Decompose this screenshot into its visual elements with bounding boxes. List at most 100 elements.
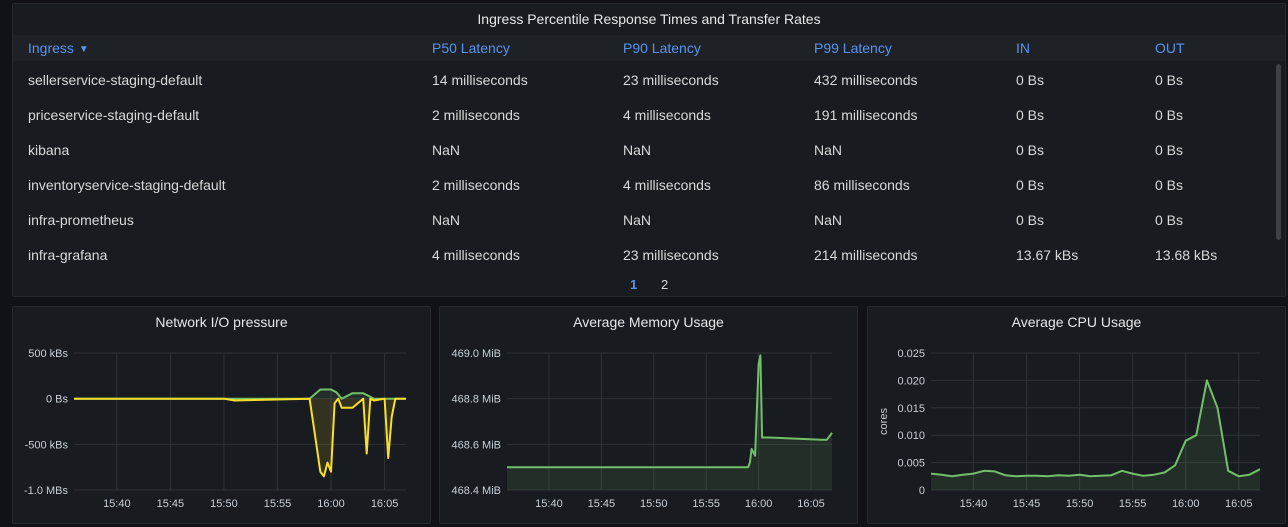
y-tick-label: 468.8 MiB xyxy=(451,394,501,406)
y-axis-label: cores xyxy=(878,408,890,435)
x-tick-label: 16:00 xyxy=(317,498,345,510)
column-header-p99[interactable]: P99 Latency xyxy=(814,40,892,56)
column-header-ingress[interactable]: Ingress ▼ xyxy=(28,40,89,56)
in-cell: 0 Bs xyxy=(1016,72,1045,88)
table-scrollbar[interactable] xyxy=(1276,64,1281,240)
in-cell: 0 Bs xyxy=(1016,107,1045,123)
x-tick-label: 15:40 xyxy=(960,498,988,510)
series-line-0[interactable] xyxy=(930,379,1261,478)
p99-cell: NaN xyxy=(814,212,843,228)
out-cell: 0 Bs xyxy=(1155,177,1184,193)
column-header-in[interactable]: IN xyxy=(1016,40,1030,56)
y-tick-label: 468.6 MiB xyxy=(451,439,501,451)
in-cell: 0 Bs xyxy=(1016,212,1045,228)
column-header-out[interactable]: OUT xyxy=(1155,40,1185,56)
column-header-p90[interactable]: P90 Latency xyxy=(623,40,701,56)
p90-cell: 23 milliseconds xyxy=(623,247,719,263)
y-tick-label: 0.020 xyxy=(897,375,925,387)
y-tick-label: 469.0 MiB xyxy=(451,348,501,360)
out-cell: 0 Bs xyxy=(1155,107,1184,123)
y-tick-label: 0 xyxy=(919,485,925,497)
table-row[interactable]: sellerservice-staging-default 14 millisec… xyxy=(13,63,1271,98)
x-tick-label: 15:40 xyxy=(103,498,131,510)
cpu-usage-chart: 0.025 0.020 0.015 0.010 0.005 0 15:40 15:45 15:5… xyxy=(878,348,1261,510)
memory-usage-panel: Average Memory Usage 469.0 MiB 468.8 MiB 4… xyxy=(439,306,858,524)
sort-caret-icon: ▼ xyxy=(78,44,89,55)
x-tick-label: 15:50 xyxy=(1066,498,1094,510)
out-cell: 0 Bs xyxy=(1155,72,1184,88)
panel-title[interactable]: Ingress Percentile Response Times and Tr… xyxy=(477,11,821,27)
x-tick-label: 16:05 xyxy=(1225,498,1253,510)
y-tick-label: 0.025 xyxy=(897,348,925,360)
x-tick-label: 15:40 xyxy=(535,498,563,510)
x-tick-label: 15:45 xyxy=(1013,498,1041,510)
network-io-chart: 500 kBs 0 Bs -500 kBs -1.0 MBs 15:40 15:45 15:… xyxy=(24,348,406,510)
p90-cell: NaN xyxy=(623,142,652,158)
series-line-0[interactable] xyxy=(74,388,406,400)
y-tick-label: 0.015 xyxy=(897,403,925,415)
page-1-button[interactable]: 1 xyxy=(630,277,638,292)
table-row[interactable]: inventoryservice-staging-default 2 millis… xyxy=(13,168,1271,203)
ingress-cell: inventoryservice-staging-default xyxy=(28,177,226,193)
ingress-cell: infra-grafana xyxy=(28,247,108,263)
table-row[interactable]: infra-grafana 4 milliseconds 23 millisecon… xyxy=(13,238,1271,273)
x-tick-label: 15:55 xyxy=(1119,498,1147,510)
series-line-1[interactable] xyxy=(74,397,406,478)
table-row[interactable]: kibana NaN NaN NaN 0 Bs 0 Bs xyxy=(13,133,1271,168)
x-tick-label: 16:00 xyxy=(1172,498,1200,510)
network-io-panel: Network I/O pressure 500 kBs 0 Bs -500 kBs… xyxy=(12,306,431,524)
series-line-0[interactable] xyxy=(507,354,833,469)
p90-cell: 23 milliseconds xyxy=(623,72,719,88)
p90-cell: NaN xyxy=(623,212,652,228)
y-tick-label: 0.005 xyxy=(897,458,925,470)
p99-cell: NaN xyxy=(814,142,843,158)
p50-cell: NaN xyxy=(432,212,461,228)
y-tick-label: 468.4 MiB xyxy=(451,485,501,497)
ingress-cell: sellerservice-staging-default xyxy=(28,72,203,88)
ingress-table-panel: Ingress Percentile Response Times and Tr… xyxy=(12,3,1286,297)
y-tick-label: 0.010 xyxy=(897,430,925,442)
p99-cell: 86 milliseconds xyxy=(814,177,910,193)
out-cell: 13.68 kBs xyxy=(1155,247,1218,263)
p50-cell: 2 milliseconds xyxy=(432,107,520,123)
ingress-cell: infra-prometheus xyxy=(28,212,134,228)
table-row[interactable]: infra-prometheus NaN NaN NaN 0 Bs 0 Bs xyxy=(13,203,1271,238)
column-header-p50[interactable]: P50 Latency xyxy=(432,40,510,56)
panel-title[interactable]: Network I/O pressure xyxy=(155,314,288,330)
p50-cell: 4 milliseconds xyxy=(432,247,520,263)
y-tick-label: 0 Bs xyxy=(46,394,69,406)
y-tick-label: -1.0 MBs xyxy=(24,485,69,497)
x-tick-label: 15:50 xyxy=(640,498,668,510)
p50-cell: NaN xyxy=(432,142,461,158)
p99-cell: 214 milliseconds xyxy=(814,247,918,263)
x-tick-label: 15:50 xyxy=(210,498,238,510)
series-area-0 xyxy=(507,355,832,490)
table-header: Ingress ▼ P50 Latency P90 Latency P99 Lat… xyxy=(13,35,1285,61)
x-tick-label: 15:45 xyxy=(588,498,616,510)
page-2-button[interactable]: 2 xyxy=(661,277,669,292)
out-cell: 0 Bs xyxy=(1155,142,1184,158)
in-cell: 13.67 kBs xyxy=(1016,247,1079,263)
x-tick-label: 16:00 xyxy=(745,498,773,510)
p50-cell: 14 milliseconds xyxy=(432,72,528,88)
x-tick-label: 15:55 xyxy=(692,498,720,510)
series-area-0 xyxy=(931,380,1260,490)
series-area-1 xyxy=(74,398,406,477)
p90-cell: 4 milliseconds xyxy=(623,177,711,193)
ingress-cell: priceservice-staging-default xyxy=(28,107,200,123)
memory-usage-chart: 469.0 MiB 468.8 MiB 468.6 MiB 468.4 MiB 15:4… xyxy=(451,348,833,510)
table-row[interactable]: priceservice-staging-default 2 millisecon… xyxy=(13,98,1271,133)
panel-title[interactable]: Average Memory Usage xyxy=(573,314,724,330)
x-tick-label: 16:05 xyxy=(797,498,825,510)
panel-title[interactable]: Average CPU Usage xyxy=(1011,314,1142,330)
x-tick-label: 15:45 xyxy=(157,498,185,510)
y-tick-label: -500 kBs xyxy=(25,439,69,451)
in-cell: 0 Bs xyxy=(1016,177,1045,193)
y-tick-label: 500 kBs xyxy=(28,348,68,360)
out-cell: 0 Bs xyxy=(1155,212,1184,228)
cpu-usage-panel: Average CPU Usage 0.025 0.020 0.015 0.010 0.… xyxy=(867,306,1286,524)
series-area-0 xyxy=(74,389,406,399)
p50-cell: 2 milliseconds xyxy=(432,177,520,193)
x-tick-label: 15:55 xyxy=(264,498,292,510)
x-tick-label: 16:05 xyxy=(371,498,399,510)
